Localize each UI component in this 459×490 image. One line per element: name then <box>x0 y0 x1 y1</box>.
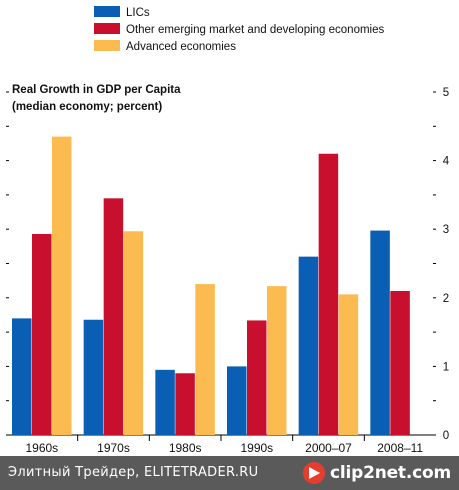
bar <box>390 290 410 435</box>
bar <box>267 286 287 435</box>
legend-label: Other emerging market and developing eco… <box>126 24 385 36</box>
y-tick-label: 1 <box>443 361 449 373</box>
bar <box>247 320 267 435</box>
x-tick-label: 1960s <box>25 441 58 455</box>
bar <box>195 284 215 435</box>
watermark-footer: Элитный Трейдер, ELITETRADER.RU clip2net… <box>0 456 459 490</box>
y-tick-label: 3 <box>443 224 449 236</box>
left-axis-ticks <box>6 91 9 402</box>
bar <box>175 373 195 435</box>
legend-label: LICs <box>126 7 150 19</box>
legend-swatch <box>94 23 120 34</box>
x-tick-label: 2008–11 <box>377 441 423 455</box>
right-axis-ticks: 0 1 2 3 4 5 <box>433 87 450 442</box>
x-axis-labels: 1960s 1970s 1980s 1990s 2000–07 2008–11 <box>25 441 423 455</box>
x-tick-label: 1980s <box>169 441 202 455</box>
bar <box>83 319 104 435</box>
bar <box>338 294 359 435</box>
legend: LICs Other emerging market and developing… <box>94 6 385 53</box>
legend-swatch <box>94 40 120 51</box>
x-tick-label: 2000–07 <box>305 441 352 455</box>
bar <box>12 318 32 435</box>
bar <box>155 369 175 435</box>
bars <box>12 136 410 436</box>
y-tick-label: 5 <box>443 87 449 99</box>
legend-label: Advanced economies <box>126 41 236 53</box>
bar <box>123 231 144 435</box>
bar <box>318 153 339 436</box>
chart-title: Real Growth in GDP per Capita <box>12 84 181 96</box>
chart-subtitle: (median economy; percent) <box>12 101 162 113</box>
x-tick-label: 1990s <box>240 441 273 455</box>
y-tick-label: 2 <box>443 293 449 305</box>
bar <box>32 234 52 435</box>
bar <box>298 256 319 435</box>
legend-swatch <box>94 6 120 17</box>
bar <box>370 230 390 435</box>
y-tick-label: 0 <box>443 430 449 442</box>
bar <box>227 366 247 435</box>
y-tick-label: 4 <box>443 156 450 168</box>
bar <box>52 136 72 435</box>
clip2net-logo: clip2net.com <box>302 461 451 485</box>
logo-text: clip2net.com <box>329 463 451 483</box>
watermark-text: Элитный Трейдер, ELITETRADER.RU <box>8 465 259 480</box>
category-separators <box>77 435 365 441</box>
chart: LICs Other emerging market and developing… <box>6 6 450 455</box>
bar <box>103 198 124 435</box>
play-icon <box>302 462 325 484</box>
x-tick-label: 1970s <box>97 441 130 455</box>
